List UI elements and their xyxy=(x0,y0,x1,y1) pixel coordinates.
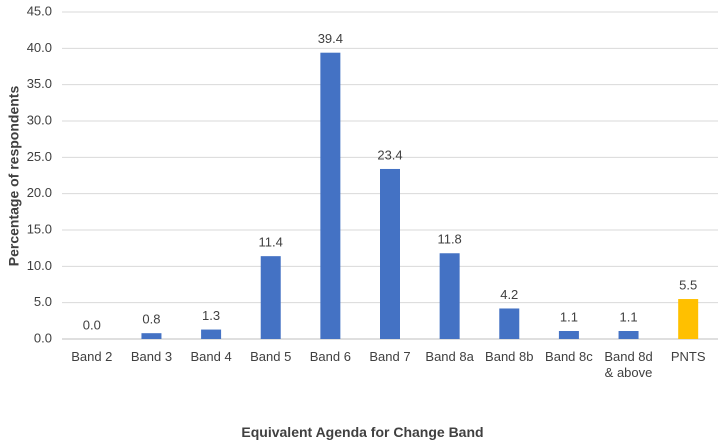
y-axis-title: Percentage of respondents xyxy=(6,86,22,267)
bar xyxy=(618,331,639,339)
x-tick-label: Band 5 xyxy=(250,349,292,364)
value-label: 39.4 xyxy=(318,31,343,46)
x-tick-label: Band 8a xyxy=(425,349,474,364)
y-tick-label: 35.0 xyxy=(27,76,52,91)
x-axis-title: Equivalent Agenda for Change Band xyxy=(241,424,484,440)
value-label: 5.5 xyxy=(679,277,697,292)
bar xyxy=(558,331,579,339)
y-tick-label: 25.0 xyxy=(27,149,52,164)
bar xyxy=(141,333,162,339)
bar xyxy=(439,253,460,339)
x-tick-label: Band 8b xyxy=(485,349,534,364)
y-tick-label: 0.0 xyxy=(34,330,52,345)
bar xyxy=(320,52,341,340)
x-tick-label: Band 2 xyxy=(71,349,113,364)
y-tick-label: 5.0 xyxy=(34,294,52,309)
value-label: 11.8 xyxy=(437,232,461,247)
y-tick-label: 10.0 xyxy=(27,258,52,273)
y-tick-label: 45.0 xyxy=(27,3,52,18)
value-label: 0.8 xyxy=(142,312,160,327)
value-label: 1.1 xyxy=(620,309,638,324)
value-label: 1.3 xyxy=(202,308,220,323)
x-tick-label: Band 8c xyxy=(545,349,593,364)
y-tick-label: 30.0 xyxy=(27,112,52,127)
value-label: 23.4 xyxy=(377,147,402,162)
x-tick-label: Band 3 xyxy=(130,349,173,364)
y-tick-label: 20.0 xyxy=(27,185,52,200)
x-tick-label: Band 4 xyxy=(190,349,232,364)
x-tick-label: Band 6 xyxy=(309,349,351,364)
y-tick-label: 40.0 xyxy=(27,40,52,55)
value-label: 11.4 xyxy=(259,235,283,250)
bar xyxy=(260,256,281,339)
value-label: 0.0 xyxy=(83,317,101,332)
bar xyxy=(499,308,520,339)
bar xyxy=(678,299,699,339)
bar xyxy=(201,329,222,339)
bar xyxy=(380,168,400,339)
x-tick-label: Band 7 xyxy=(369,349,411,364)
value-label: 4.2 xyxy=(500,287,518,302)
x-tick-label: PNTS xyxy=(670,349,706,364)
value-label: 1.1 xyxy=(560,309,578,324)
x-tick-label: Band 8d & above xyxy=(604,349,653,380)
y-tick-label: 15.0 xyxy=(27,221,52,236)
